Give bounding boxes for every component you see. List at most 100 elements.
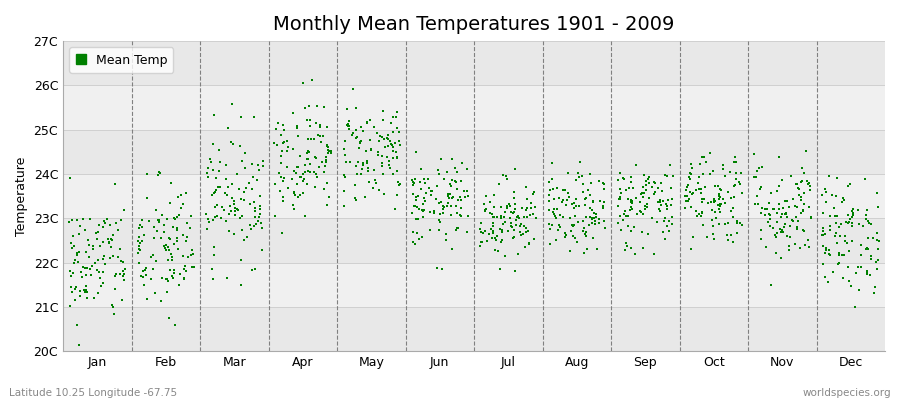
Point <box>596 204 610 211</box>
Point <box>282 144 296 150</box>
Point <box>102 240 116 247</box>
Point <box>363 136 377 143</box>
Point <box>252 214 266 220</box>
Point <box>788 202 802 209</box>
Point <box>317 169 331 175</box>
Point <box>444 203 458 209</box>
Point <box>454 205 468 211</box>
Point <box>202 219 216 225</box>
Point <box>117 271 131 277</box>
Point <box>451 197 465 203</box>
Point <box>867 290 881 296</box>
Point <box>622 185 636 191</box>
Point <box>790 203 805 210</box>
Point <box>412 236 427 243</box>
Point <box>323 148 338 154</box>
Point <box>214 204 229 210</box>
Point <box>698 159 713 165</box>
Point <box>303 123 318 129</box>
Point <box>181 254 195 260</box>
Point <box>815 225 830 232</box>
Point <box>267 180 282 187</box>
Point <box>803 187 817 193</box>
Point <box>814 192 829 198</box>
Point <box>214 215 229 221</box>
Point <box>269 126 284 132</box>
Point <box>569 196 583 202</box>
Point <box>664 214 679 220</box>
Point <box>587 215 601 222</box>
Point <box>695 196 709 202</box>
Point <box>274 160 289 166</box>
Point <box>166 275 180 281</box>
Point <box>725 205 740 211</box>
Point <box>665 196 680 202</box>
Point <box>694 189 708 196</box>
Point <box>447 178 462 184</box>
Point <box>637 172 652 178</box>
Point <box>576 227 590 234</box>
Point <box>288 192 302 198</box>
Point <box>542 221 556 228</box>
Point <box>166 224 180 230</box>
Point <box>211 202 225 208</box>
Point <box>681 196 696 202</box>
Point <box>769 234 783 240</box>
Point <box>639 182 653 189</box>
Point <box>66 270 80 276</box>
Point <box>578 202 592 209</box>
Point <box>406 182 420 188</box>
Point <box>290 164 304 170</box>
Point <box>364 146 378 152</box>
Point <box>638 206 652 212</box>
Point <box>498 219 512 226</box>
Point <box>207 244 221 250</box>
Point <box>684 191 698 197</box>
Point <box>724 232 739 238</box>
Point <box>149 207 164 214</box>
Point <box>105 302 120 308</box>
Point <box>764 190 778 196</box>
Point <box>559 202 573 208</box>
Point <box>435 266 449 272</box>
Point <box>116 272 130 279</box>
Point <box>683 176 698 182</box>
Point <box>526 210 541 217</box>
Point <box>219 218 233 225</box>
Point <box>277 175 292 181</box>
Point <box>475 239 490 245</box>
Point <box>583 192 598 198</box>
Point <box>356 161 370 168</box>
Point <box>518 229 533 236</box>
Point <box>621 213 635 219</box>
Point <box>797 242 812 248</box>
Point <box>65 244 79 251</box>
Point <box>275 194 290 200</box>
Point <box>712 191 726 198</box>
Point <box>698 184 712 190</box>
Point <box>583 205 598 212</box>
Point <box>488 247 502 253</box>
Point <box>782 247 796 254</box>
Point <box>94 283 108 290</box>
Point <box>727 183 742 189</box>
Point <box>184 212 198 219</box>
Point <box>499 173 513 179</box>
Point <box>730 220 744 226</box>
Point <box>866 235 880 242</box>
Point <box>561 170 575 176</box>
Point <box>572 159 587 165</box>
Point <box>436 203 451 210</box>
Point <box>776 229 790 236</box>
Point <box>292 192 307 198</box>
Point <box>131 237 146 244</box>
Point <box>579 228 593 235</box>
Point <box>73 222 87 229</box>
Point <box>440 203 454 209</box>
Point <box>647 250 662 257</box>
Point <box>561 190 575 197</box>
Point <box>302 156 316 162</box>
Point <box>838 232 852 239</box>
Point <box>844 220 859 226</box>
Point <box>494 238 508 245</box>
